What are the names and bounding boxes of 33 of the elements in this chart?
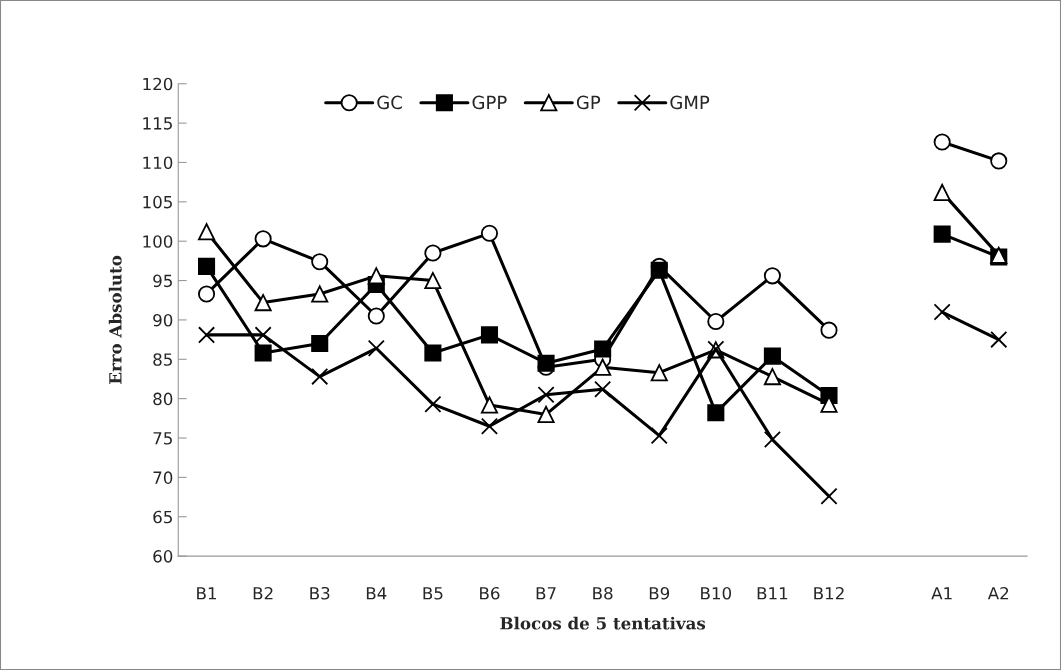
x-tick-label: B10 (701, 586, 732, 600)
y-tick-label: 70 (153, 471, 173, 484)
x-tick-label: B3 (310, 586, 330, 600)
legend-label: GP (576, 95, 601, 110)
x-tick-label: B5 (423, 587, 443, 600)
x-tick-label: B11 (757, 587, 788, 600)
y-tick-label: 110 (143, 156, 173, 170)
x-tick-label: A2 (987, 586, 1009, 600)
x-tick-label: B7 (536, 587, 556, 600)
y-tick-label: 95 (153, 274, 172, 288)
x-tick-label: B8 (593, 586, 613, 600)
y-tick-label: 65 (153, 510, 172, 524)
legend-label: GMP (670, 95, 710, 110)
x-tick-label: B2 (253, 586, 273, 600)
y-tick-label: 105 (143, 195, 172, 209)
y-tick-label: 100 (143, 235, 173, 248)
y-tick-label: 90 (153, 313, 173, 327)
y-tick-label: 120 (143, 77, 173, 91)
x-tick-label: B6 (480, 586, 500, 600)
y-tick-label: 115 (143, 117, 172, 130)
y-tick-label: 75 (153, 432, 172, 445)
x-tick-label: B1 (197, 587, 217, 600)
y-tick-label: 80 (153, 392, 173, 406)
legend-label: GPP (472, 95, 507, 110)
y-tick-label: 85 (153, 353, 172, 366)
y-tick-label: 60 (153, 550, 173, 563)
legend-label: GC (377, 95, 402, 110)
y-axis-title: Erro Absoluto (108, 255, 122, 384)
x-axis-title: Blocos de 5 tentativas (500, 616, 706, 630)
x-tick-label: B4 (366, 587, 387, 600)
x-tick-label: B12 (814, 586, 844, 600)
x-tick-label: A1 (931, 587, 952, 600)
x-tick-label: B9 (649, 586, 670, 600)
